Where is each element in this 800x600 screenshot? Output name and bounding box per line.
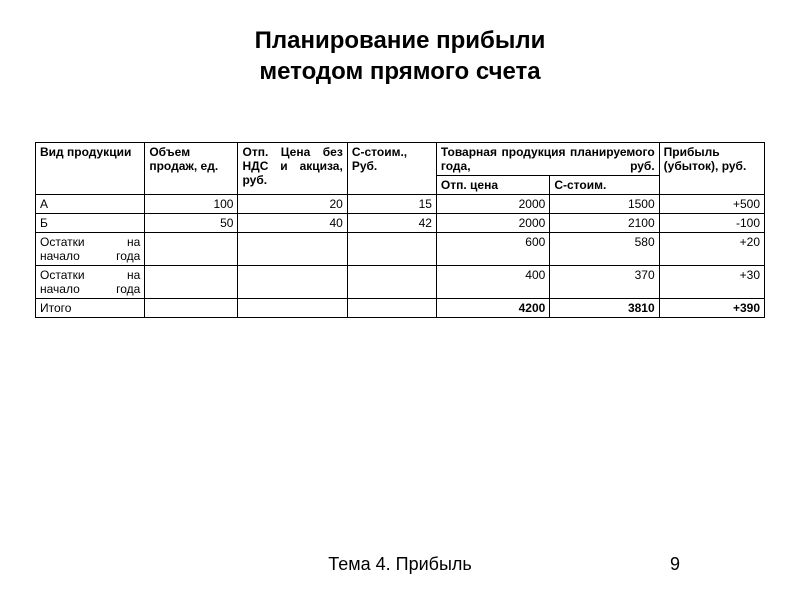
- cell-cost: [347, 266, 436, 299]
- header-sstoim: С-стоим.: [550, 176, 659, 195]
- table-row: Остатки на начало года 600 580 +20: [36, 233, 765, 266]
- cell-profit: +500: [659, 195, 764, 214]
- cell-product: Остатки на начало года: [36, 233, 145, 266]
- header-volume: Объем продаж, ед.: [145, 143, 238, 195]
- cell-profit: +30: [659, 266, 764, 299]
- footer-text: Тема 4. Прибыль: [328, 554, 472, 575]
- header-product: Вид продукции: [36, 143, 145, 195]
- cell-otp: 600: [436, 233, 549, 266]
- page-title: Планирование прибыли методом прямого сче…: [0, 0, 800, 87]
- table-row: Б 50 40 42 2000 2100 -100: [36, 214, 765, 233]
- cell-sstoim: 580: [550, 233, 659, 266]
- title-line1: Планирование прибыли: [0, 25, 800, 56]
- cell-volume: [145, 266, 238, 299]
- footer: Тема 4. Прибыль 9: [0, 554, 800, 575]
- cell-profit: -100: [659, 214, 764, 233]
- table-container: Вид продукции Объем продаж, ед. Отп. Цен…: [35, 142, 765, 318]
- header-cost: С-стоим., Руб.: [347, 143, 436, 195]
- cell-otp: 2000: [436, 195, 549, 214]
- cell-sstoim: 370: [550, 266, 659, 299]
- cell-volume: 100: [145, 195, 238, 214]
- title-line2: методом прямого счета: [0, 56, 800, 87]
- cell-product: Б: [36, 214, 145, 233]
- cell-price: 20: [238, 195, 347, 214]
- cell-volume: [145, 233, 238, 266]
- table-row: А 100 20 15 2000 1500 +500: [36, 195, 765, 214]
- header-price: Отп. Цена без НДС и акциза, руб.: [238, 143, 347, 195]
- cell-cost: 42: [347, 214, 436, 233]
- cell-otp: 400: [436, 266, 549, 299]
- cell-profit: +390: [659, 299, 764, 318]
- cell-sstoim: 2100: [550, 214, 659, 233]
- table-header-row1: Вид продукции Объем продаж, ед. Отп. Цен…: [36, 143, 765, 176]
- cell-cost: [347, 299, 436, 318]
- cell-product: А: [36, 195, 145, 214]
- cell-cost: 15: [347, 195, 436, 214]
- cell-product: Остатки на начало года: [36, 266, 145, 299]
- cell-price: [238, 299, 347, 318]
- cell-price: [238, 266, 347, 299]
- table-row: Остатки на начало года 400 370 +30: [36, 266, 765, 299]
- cell-sstoim: 3810: [550, 299, 659, 318]
- cell-product: Итого: [36, 299, 145, 318]
- cell-price: 40: [238, 214, 347, 233]
- header-profit: Прибыль (убыток), руб.: [659, 143, 764, 195]
- cell-otp: 2000: [436, 214, 549, 233]
- cell-cost: [347, 233, 436, 266]
- cell-otp: 4200: [436, 299, 549, 318]
- cell-volume: [145, 299, 238, 318]
- cell-sstoim: 1500: [550, 195, 659, 214]
- cell-volume: 50: [145, 214, 238, 233]
- cell-price: [238, 233, 347, 266]
- profit-table: Вид продукции Объем продаж, ед. Отп. Цен…: [35, 142, 765, 318]
- page-number: 9: [670, 554, 680, 575]
- cell-profit: +20: [659, 233, 764, 266]
- table-row-total: Итого 4200 3810 +390: [36, 299, 765, 318]
- header-otp-price: Отп. цена: [436, 176, 549, 195]
- header-goods: Товарная продукция планируемого года, ру…: [436, 143, 659, 176]
